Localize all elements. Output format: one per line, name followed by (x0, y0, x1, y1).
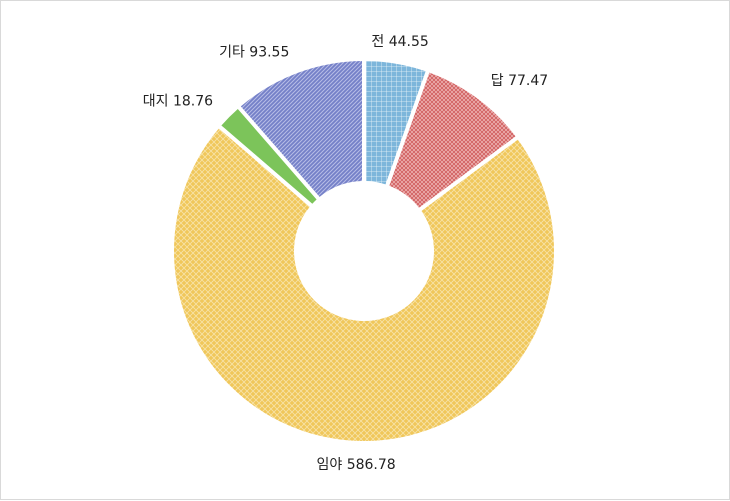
slice-2 (174, 128, 555, 441)
slice-label-4: 기타 93.55 (219, 44, 289, 60)
slice-0 (365, 61, 426, 185)
slice-label-3: 대지 18.76 (143, 94, 213, 110)
slice-1 (389, 72, 516, 208)
slice-label-2: 임야 586.78 (316, 457, 395, 473)
slice-3 (221, 108, 317, 204)
slice-label-0: 전 44.55 (371, 34, 428, 50)
slice-label-1: 답 77.47 (491, 73, 548, 89)
slice-4 (240, 61, 363, 197)
